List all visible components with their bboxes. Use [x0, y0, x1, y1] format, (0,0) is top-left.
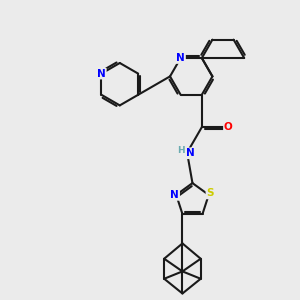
Text: S: S	[206, 188, 214, 198]
Text: H: H	[177, 146, 184, 155]
Text: N: N	[186, 148, 195, 158]
Text: N: N	[176, 53, 185, 63]
Text: N: N	[170, 190, 179, 200]
Text: O: O	[224, 122, 233, 132]
Text: N: N	[97, 69, 106, 79]
